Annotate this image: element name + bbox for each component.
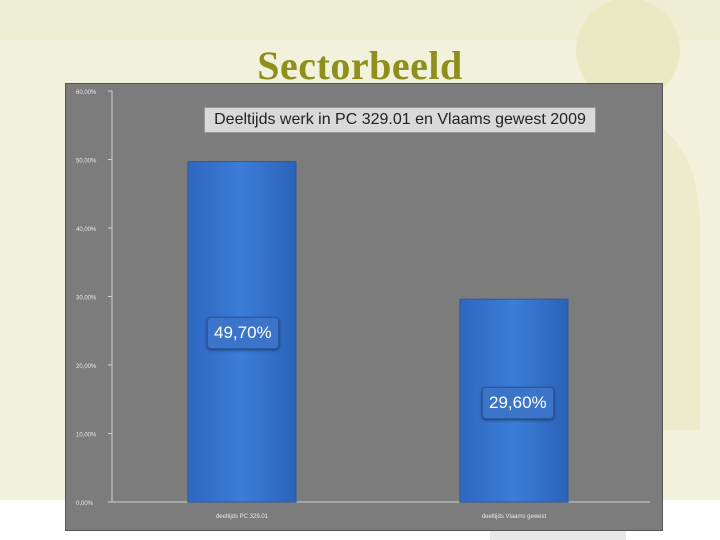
data-label-pc-329: 49,70% — [207, 317, 279, 349]
y-tick-label: 60,00% — [76, 90, 97, 96]
y-tick-label: 40,00% — [76, 227, 97, 233]
x-tick-label: deeltijds Vlaams gewest — [482, 514, 547, 520]
y-tick-label: 0,00% — [76, 501, 94, 507]
x-tick-label: deeltijds PC 329.01 — [216, 514, 269, 520]
y-tick-label: 10,00% — [76, 433, 97, 439]
data-label-vlaams-gewest: 29,60% — [482, 387, 554, 419]
slide-title: Sectorbeeld — [257, 43, 463, 88]
y-tick-label: 30,00% — [76, 296, 97, 302]
y-tick-label: 50,00% — [76, 159, 97, 165]
chart-title: Deeltijds werk in PC 329.01 en Vlaams ge… — [204, 107, 596, 133]
y-tick-label: 20,00% — [76, 364, 97, 370]
